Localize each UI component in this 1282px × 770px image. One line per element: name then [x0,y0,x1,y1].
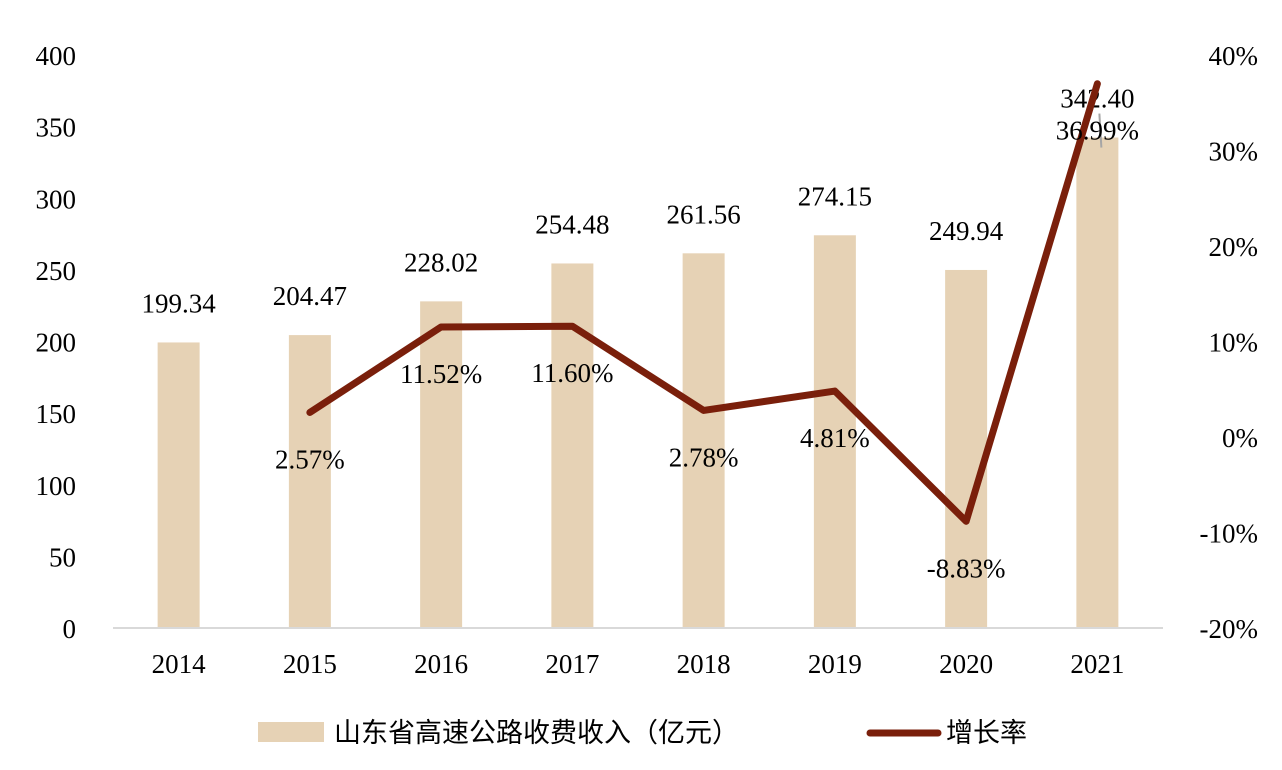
bar [288,335,331,628]
bar-value-label: 199.34 [142,288,217,318]
x-axis-tick-labels: 2014 2015 2016 2017 2018 2019 2020 2021 [152,649,1125,679]
left-axis-tick-label: 150 [36,399,77,429]
right-axis-tick-label: 30% [1209,137,1259,167]
left-axis-tick-label: 300 [36,184,77,214]
right-axis-tick-labels: -20% -10% 0% 10% 20% 30% 40% [1200,41,1258,644]
rate-line [306,80,1101,525]
left-axis-tick-labels: 0 50 100 150 200 250 300 350 400 [36,41,77,644]
bar [945,269,988,628]
bar [551,263,594,628]
left-axis-tick-label: 350 [36,113,77,143]
right-axis-tick-label: 40% [1209,41,1259,71]
rate-line-series [306,80,1101,525]
rate-value-label: 36.99% [1056,116,1139,146]
bar-value-label: 274.15 [798,181,872,211]
rate-value-label: 2.78% [669,442,739,472]
bar-value-label: 261.56 [667,199,741,229]
bar [813,235,856,628]
legend: 山东省高速公路收费收入（亿元） 增长率 [258,718,1027,749]
legend-bar-label: 山东省高速公路收费收入（亿元） [334,718,739,749]
x-axis-tick-label: 2016 [414,649,468,679]
bar-value-label: 249.94 [929,216,1004,246]
rate-value-label: 11.60% [531,358,613,388]
bar [420,301,463,628]
legend-line-label: 增长率 [946,718,1027,749]
rate-value-label: 4.81% [800,423,870,453]
x-axis-tick-label: 2015 [283,649,337,679]
right-axis-tick-label: 0% [1222,423,1258,453]
bar-value-label: 228.02 [404,247,478,277]
left-axis-tick-label: 250 [36,256,77,286]
x-axis-tick-label: 2020 [939,649,993,679]
bar [682,253,725,628]
bar-value-label: 204.47 [273,281,347,311]
x-axis-tick-label: 2019 [808,649,862,679]
x-axis-tick-label: 2018 [677,649,731,679]
bar-value-labels: 199.34 204.47 228.02 254.48 261.56 274.15 249.… [142,84,1135,319]
bar-value-label: 254.48 [535,209,609,239]
rate-value-label: 2.57% [275,444,345,474]
right-axis-tick-label: 20% [1209,232,1259,262]
x-axis-tick-label: 2021 [1070,649,1124,679]
rate-value-labels: 2.57% 11.52% 11.60% 2.78% 4.81% -8.83% 36.99% [275,116,1139,584]
rate-value-label: -8.83% [927,553,1006,583]
right-axis-tick-label: -10% [1200,519,1258,549]
legend-bar-swatch [258,722,324,742]
left-axis-tick-label: 50 [49,542,76,572]
bar [1076,137,1119,628]
x-axis-tick-label: 2014 [152,649,207,679]
x-axis-tick-label: 2017 [545,649,599,679]
bar-label-leader-line [1098,113,1103,148]
right-axis-tick-label: 10% [1209,328,1259,358]
left-axis-tick-label: 100 [36,471,77,501]
right-axis-tick-label: -20% [1200,614,1258,644]
left-axis-tick-label: 0 [63,614,77,644]
left-axis-tick-label: 400 [36,41,77,71]
left-axis-tick-label: 200 [36,328,77,358]
rate-value-label: 11.52% [400,359,482,389]
bar [157,342,200,628]
